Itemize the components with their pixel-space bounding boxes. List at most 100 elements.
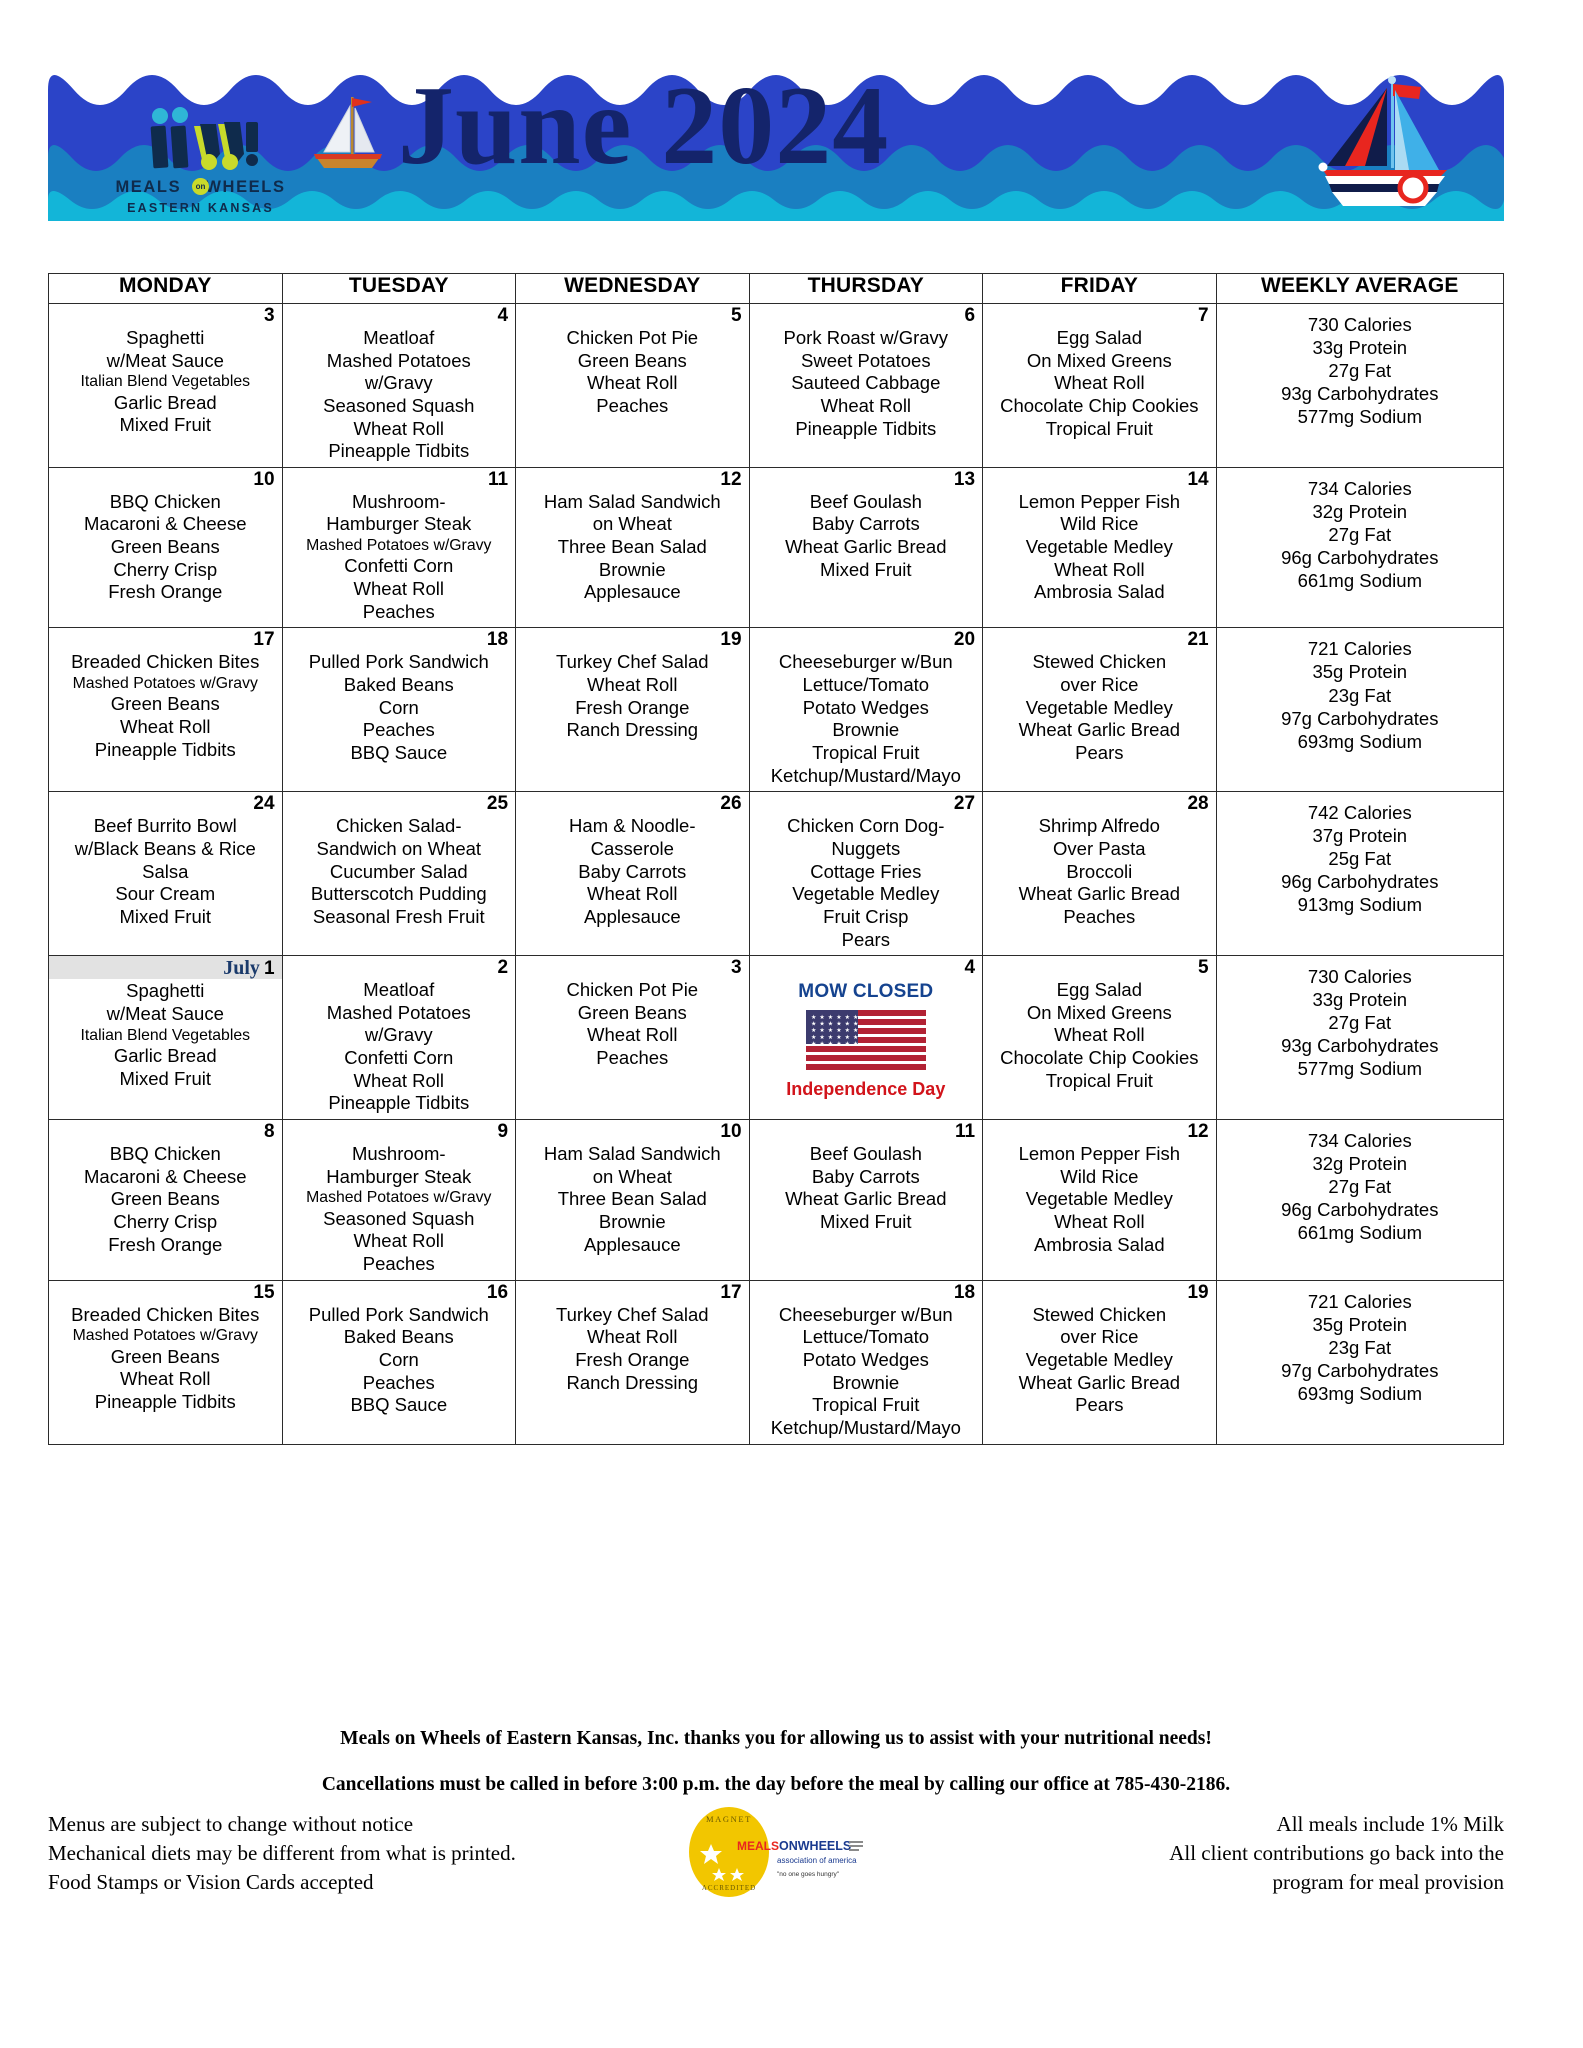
menu-item-list: Beef Burrito Bowl w/Black Beans & Rice Sal… <box>49 814 282 932</box>
day-cell[interactable]: 13 Beef Goulash Baby Carrots Wheat Garlic B… <box>748 466 984 629</box>
day-cell[interactable]: 21 Stewed Chicken over Rice Vegetable Medle… <box>982 627 1217 793</box>
day-cell[interactable]: 9 Mushroom- Hamburger Steak Mashed Potatoes… <box>281 1119 517 1281</box>
menu-item: Green Beans <box>110 693 220 715</box>
menu-item-list: Breaded Chicken Bites Mashed Potatoes w/G… <box>49 650 282 765</box>
menu-item-list: BBQ Chicken Macaroni & Cheese Green Beans C… <box>49 1142 282 1260</box>
menu-item: Pears <box>841 928 890 950</box>
menu-item: Ketchup/Mustard/Mayo <box>770 764 961 786</box>
svg-text:★: ★ <box>811 1027 816 1034</box>
day-cell[interactable]: 28 Shrimp Alfredo Over Pasta Broccoli Wheat … <box>982 791 1217 957</box>
menu-item: on Wheat <box>592 1165 672 1187</box>
day-cell[interactable]: 19 Turkey Chef Salad Wheat Roll Fresh Orang… <box>515 627 750 793</box>
day-cell[interactable]: 4 Meatloaf Mashed Potatoes w/Gravy Seasoned … <box>281 303 517 468</box>
menu-item-list: Chicken Salad- Sandwich on Wheat Cucumber … <box>283 814 516 932</box>
day-cell[interactable]: 15 Breaded Chicken Bites Mashed Potatoes w… <box>48 1279 283 1445</box>
menu-item: Wheat Roll <box>587 1024 678 1046</box>
day-cell[interactable]: 5 Chicken Pot Pie Green Beans Wheat Roll Pea… <box>515 303 750 468</box>
day-number: 18 <box>953 1281 976 1303</box>
menu-item: Broccoli <box>1066 860 1133 882</box>
menu-item: Sauteed Cabbage <box>791 372 941 394</box>
day-number: 16 <box>486 1281 509 1303</box>
svg-text:★: ★ <box>853 1027 858 1034</box>
menu-item: Sour Cream <box>115 883 216 905</box>
day-cell[interactable]: 6 Pork Roast w/Gravy Sweet Potatoes Sauteed… <box>748 303 984 468</box>
day-cell[interactable]: 11 Beef Goulash Baby Carrots Wheat Garlic B… <box>748 1119 984 1281</box>
menu-item: Wheat Roll <box>1054 558 1145 580</box>
day-cell[interactable]: July 1 Spaghetti w/Meat Sauce Italian Blend … <box>48 955 283 1121</box>
menu-item: Mashed Potatoes <box>326 1001 471 1023</box>
menu-item: Vegetable Medley <box>1025 1188 1173 1210</box>
svg-text:★: ★ <box>836 1041 841 1048</box>
day-cell[interactable]: 4 MOW CLOSED ★ ★ ★ ★ ★ ★ ★ ★ ★ ★ ★ ★ ★ ★ ★ ★ ★ ★ ★ ★ ★ ★ ★ ★ ★ ★ ★ ★ ★… <box>748 955 984 1121</box>
day-cell[interactable]: 12 Lemon Pepper Fish Wild Rice Vegetable Me… <box>982 1119 1217 1281</box>
svg-text:★: ★ <box>853 1014 858 1021</box>
day-cell[interactable]: 25 Chicken Salad- Sandwich on Wheat Cucumbe… <box>281 791 517 957</box>
menu-item: Over Pasta <box>1053 837 1146 859</box>
mow-logo-wheels: WHEELS <box>205 178 286 196</box>
menu-item: Tropical Fruit <box>812 1394 920 1416</box>
day-number: 5 <box>730 305 742 326</box>
menu-item-list: Beef Goulash Baby Carrots Wheat Garlic Bre… <box>750 1142 983 1238</box>
us-flag-icon: ★ ★ ★ ★ ★ ★★ ★ ★ ★ ★ ★★ ★ ★ ★ ★ ★★ ★ ★ ★ ★ ★★ ★ ★ ★ ★ ★ <box>805 1010 926 1071</box>
day-cell[interactable]: 10 BBQ Chicken Macaroni & Cheese Green Bean… <box>48 466 283 629</box>
menu-item: Wheat Roll <box>1054 1024 1145 1046</box>
svg-text:★: ★ <box>819 1021 824 1028</box>
day-number: 18 <box>486 629 509 651</box>
day-cell[interactable]: 18 Cheeseburger w/Bun Lettuce/Tomato Potato… <box>748 1279 984 1445</box>
day-cell[interactable]: 2 Meatloaf Mashed Potatoes w/Gravy Confetti … <box>281 955 517 1121</box>
menu-item: Wild Rice <box>1060 513 1139 535</box>
day-number: 4 <box>497 305 509 326</box>
day-cell[interactable]: 11 Mushroom- Hamburger Steak Mashed Potatoe… <box>281 466 517 629</box>
day-cell[interactable]: 5 Egg Salad On Mixed Greens Wheat Roll Choco… <box>982 955 1217 1121</box>
menu-item: Wheat Garlic Bread <box>1018 1371 1181 1393</box>
day-cell[interactable]: 3 Chicken Pot Pie Green Beans Wheat Roll Pea… <box>515 955 750 1121</box>
day-cell[interactable]: 10 Ham Salad Sandwich on Wheat Three Bean S… <box>515 1119 750 1281</box>
nutrition-value: 25g Fat <box>1328 848 1392 870</box>
menu-item: Wheat Roll <box>120 1368 211 1390</box>
menu-item: Cheeseburger w/Bun <box>778 1303 953 1325</box>
nutrition-value: 32g Protein <box>1312 500 1408 522</box>
day-cell[interactable]: 20 Cheeseburger w/Bun Lettuce/Tomato Potato… <box>748 627 984 793</box>
footer-cancellations: Cancellations must be called in before 3… <box>321 1774 1231 1795</box>
day-number: 14 <box>1187 468 1209 490</box>
menu-item: Pineapple Tidbits <box>328 440 470 462</box>
menu-item: Breaded Chicken Bites <box>71 1303 260 1325</box>
day-cell[interactable]: 17 Breaded Chicken Bites Mashed Potatoes w… <box>48 627 283 793</box>
day-cell[interactable]: 7 Egg Salad On Mixed Greens Wheat Roll Choco… <box>982 303 1217 468</box>
day-cell[interactable]: 16 Pulled Pork Sandwich Baked Beans Corn Pea… <box>281 1279 517 1445</box>
menu-item: Meatloaf <box>363 979 435 1001</box>
menu-item: BBQ Chicken <box>109 1143 221 1164</box>
day-number: 7 <box>1198 305 1209 326</box>
day-number: 8 <box>263 1121 275 1143</box>
day-cell[interactable]: 3 Spaghetti w/Meat Sauce Italian Blend Vege… <box>48 303 283 468</box>
mow-logo-region: EASTERN KANSAS <box>127 201 274 215</box>
flag-container: ★ ★ ★ ★ ★ ★ ★ ★ ★ ★ ★ ★ ★ ★ ★ ★ ★ ★ ★ ★ ★ ★ ★ ★ ★ ★ ★ ★ ★ ★ <box>805 1010 926 1074</box>
day-cell[interactable]: 12 Ham Salad Sandwich on Wheat Three Bean S… <box>515 466 750 629</box>
menu-item: Ham & Noodle- <box>569 815 696 837</box>
menu-item: Fresh Orange <box>108 1233 223 1255</box>
weekly-average-list: 730 Calories 33g Protein 27g Fat 93g Carboh… <box>1217 956 1503 1084</box>
menu-item: On Mixed Greens <box>1026 1001 1172 1023</box>
day-cell[interactable]: 17 Turkey Chef Salad Wheat Roll Fresh Orang… <box>515 1279 750 1445</box>
menu-item: Pineapple Tidbits <box>94 1390 236 1412</box>
svg-text:association of america: association of america <box>777 1856 857 1865</box>
day-cell[interactable]: 24 Beef Burrito Bowl w/Black Beans & Rice S… <box>48 791 283 957</box>
mow-logo: MEALS WHEELS on EASTERN KANSAS <box>108 102 293 221</box>
day-cell[interactable]: 18 Pulled Pork Sandwich Baked Beans Corn Pea… <box>281 627 517 793</box>
day-cell[interactable]: 19 Stewed Chicken over Rice Vegetable Medle… <box>982 1279 1217 1445</box>
svg-text:★: ★ <box>836 1014 841 1021</box>
day-cell[interactable]: 8 BBQ Chicken Macaroni & Cheese Green Beans… <box>48 1119 283 1281</box>
nutrition-value: 23g Fat <box>1328 1336 1392 1358</box>
day-cell[interactable]: 27 Chicken Corn Dog- Nuggets Cottage Fries V… <box>748 791 984 957</box>
day-number: 11 <box>487 468 509 490</box>
menu-item: Pears <box>1075 1394 1124 1416</box>
nutrition-value: 33g Protein <box>1312 989 1408 1011</box>
menu-item: Breaded Chicken Bites <box>71 651 260 673</box>
menu-item: Mixed Fruit <box>119 1067 212 1089</box>
nutrition-value: 27g Fat <box>1328 1176 1392 1198</box>
menu-item: Pineapple Tidbits <box>795 417 937 439</box>
nutrition-value: 96g Carbohydrates <box>1281 871 1439 893</box>
day-cell[interactable]: 14 Lemon Pepper Fish Wild Rice Vegetable Me… <box>982 466 1217 629</box>
day-cell[interactable]: 26 Ham & Noodle- Casserole Baby Carrots Whea… <box>515 791 750 957</box>
nutrition-value: 32g Protein <box>1312 1153 1408 1175</box>
